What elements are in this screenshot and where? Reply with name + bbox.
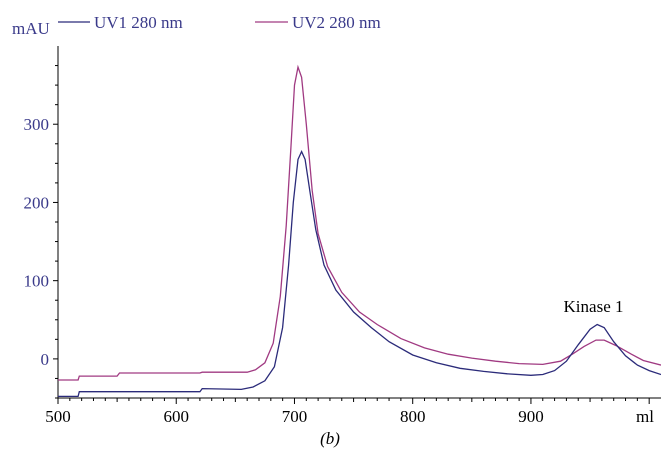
x-axis-ticks: 500 600 700 800 900	[45, 398, 650, 426]
x-tick-label: 600	[163, 407, 189, 426]
y-tick-label: 0	[41, 350, 50, 369]
y-tick-label: 300	[24, 115, 50, 134]
y-tick-label: 100	[24, 272, 50, 291]
legend-label-uv2: UV2 280 nm	[292, 13, 381, 32]
figure-caption: (b)	[320, 429, 340, 448]
legend-label-uv1: UV1 280 nm	[94, 13, 183, 32]
y-axis-ticks: 0 100 200 300	[24, 65, 58, 399]
x-tick-label: 500	[45, 407, 71, 426]
x-tick-label: 700	[282, 407, 308, 426]
x-tick-label: 800	[400, 407, 426, 426]
y-unit-label: mAU	[12, 19, 50, 38]
series-line-uv1	[58, 150, 661, 398]
annotation-kinase-1: Kinase 1	[564, 297, 624, 316]
x-tick-label: 900	[518, 407, 544, 426]
y-tick-label: 200	[24, 193, 50, 212]
series-line-uv2	[58, 64, 661, 381]
x-unit-label: ml	[636, 407, 654, 426]
